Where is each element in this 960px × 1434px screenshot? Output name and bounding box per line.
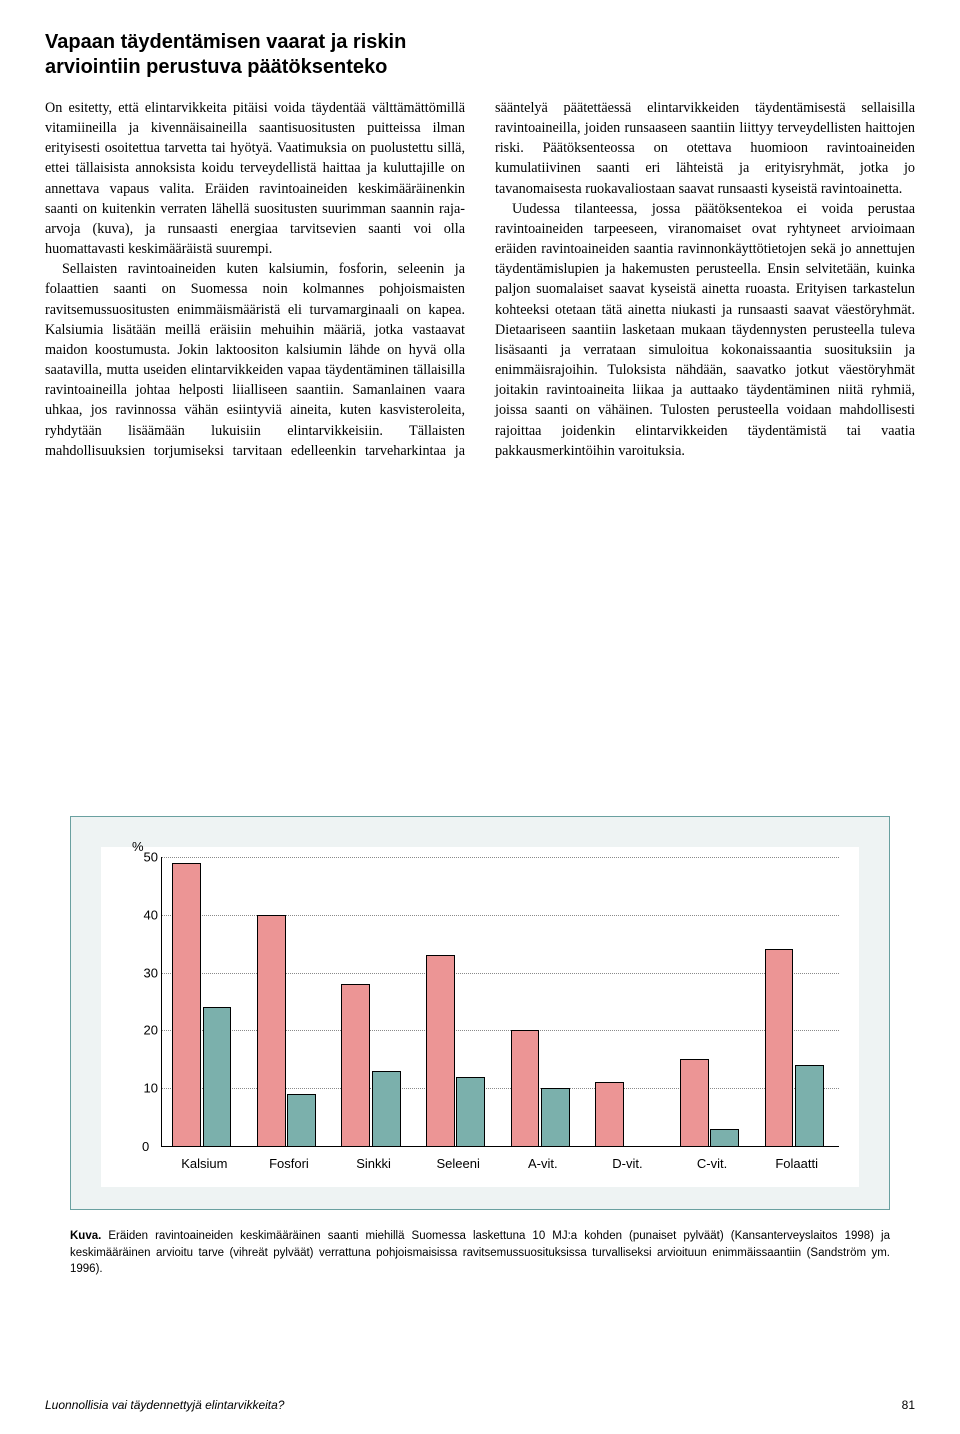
bar-primary — [595, 1082, 624, 1146]
x-tick-label: C-vit. — [670, 1156, 755, 1171]
bar-group: Kalsium — [162, 857, 247, 1146]
bar-group: C-vit. — [670, 857, 755, 1146]
bar-primary — [680, 1059, 709, 1146]
bar-primary — [172, 863, 201, 1146]
x-tick-label: A-vit. — [501, 1156, 586, 1171]
x-tick-label: Seleeni — [416, 1156, 501, 1171]
y-tick-zero: 0 — [142, 1139, 149, 1154]
bar-group: Seleeni — [416, 857, 501, 1146]
x-tick-label: Fosfori — [247, 1156, 332, 1171]
x-tick-label: Folaatti — [754, 1156, 839, 1171]
body-columns: On esitetty, että elintarvikkeita pitäis… — [45, 98, 915, 788]
caption-text: Eräiden ravintoaineiden keskimääräinen s… — [70, 1230, 890, 1275]
y-tick-label: 40 — [128, 907, 158, 922]
bar-group: A-vit. — [501, 857, 586, 1146]
chart-panel: % 0 1020304050KalsiumFosforiSinkkiSeleen… — [70, 816, 890, 1210]
page-number: 81 — [902, 1398, 915, 1412]
bar-secondary — [287, 1094, 316, 1146]
bar-secondary — [372, 1071, 401, 1146]
x-tick-label: D-vit. — [585, 1156, 670, 1171]
y-tick-label: 10 — [128, 1081, 158, 1096]
bar-group: Sinkki — [331, 857, 416, 1146]
bar-secondary — [795, 1065, 824, 1146]
x-tick-label: Kalsium — [162, 1156, 247, 1171]
bar-primary — [257, 915, 286, 1146]
paragraph: Uudessa tilanteessa, jossa päätöksenteko… — [495, 199, 915, 461]
bar-primary — [341, 984, 370, 1146]
bar-group: Folaatti — [754, 857, 839, 1146]
bar-secondary — [203, 1007, 232, 1146]
footer-running-title: Luonnollisia vai täydennettyjä elintarvi… — [45, 1398, 284, 1412]
y-tick-label: 50 — [128, 850, 158, 865]
paragraph: On esitetty, että elintarvikkeita pitäis… — [45, 98, 465, 259]
bar-secondary — [541, 1088, 570, 1146]
page-footer: Luonnollisia vai täydennettyjä elintarvi… — [45, 1398, 915, 1412]
x-tick-label: Sinkki — [331, 1156, 416, 1171]
chart-plot: % 0 1020304050KalsiumFosforiSinkkiSeleen… — [161, 857, 839, 1147]
y-tick-label: 30 — [128, 965, 158, 980]
bar-group: Fosfori — [247, 857, 332, 1146]
bar-group: D-vit. — [585, 857, 670, 1146]
caption-lead: Kuva. — [70, 1230, 101, 1242]
y-tick-label: 20 — [128, 1023, 158, 1038]
bar-primary — [511, 1030, 540, 1146]
bar-primary — [765, 949, 794, 1146]
section-headline: Vapaan täydentämisen vaarat ja riskin ar… — [45, 30, 463, 80]
figure-caption: Kuva. Eräiden ravintoaineiden keskimäärä… — [70, 1228, 890, 1278]
bar-primary — [426, 955, 455, 1146]
bar-secondary — [710, 1129, 739, 1146]
bar-secondary — [456, 1077, 485, 1146]
chart-area: % 0 1020304050KalsiumFosforiSinkkiSeleen… — [101, 847, 859, 1187]
